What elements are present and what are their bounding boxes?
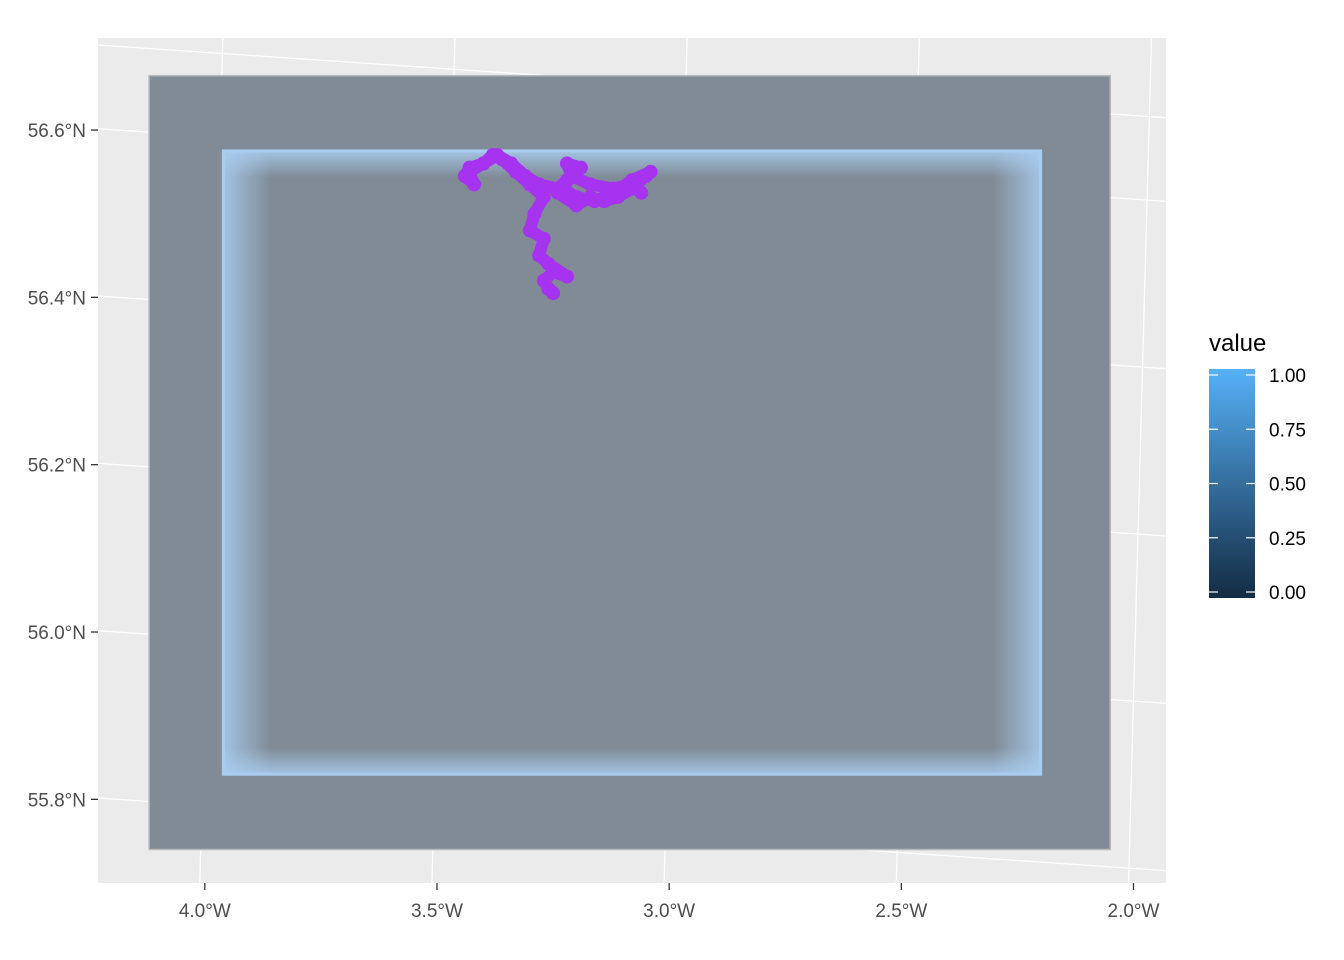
- y-tick-label: 56.2°N: [28, 456, 86, 477]
- track-point: [634, 185, 649, 200]
- track-point: [559, 269, 574, 284]
- x-tick-label: 3.0°W: [643, 901, 695, 922]
- track-point: [569, 189, 584, 204]
- y-tick-label: 56.4°N: [28, 288, 86, 309]
- raster-outer-extent: [148, 74, 1112, 851]
- x-tick-label: 2.0°W: [1108, 901, 1160, 922]
- grid-parallel: [88, 0, 1176, 35]
- legend-title: value: [1209, 330, 1266, 357]
- x-axis: 4.0°W 3.5°W 3.0°W 2.5°W 2.0°W: [179, 883, 1160, 922]
- track-point: [527, 206, 542, 221]
- track-layer: [457, 148, 658, 301]
- raster-inner-frame: [221, 149, 1043, 776]
- y-axis: 55.8°N 56.0°N 56.2°N 56.4°N 56.6°N: [28, 121, 98, 811]
- track-point: [536, 231, 551, 246]
- track-point: [541, 256, 556, 271]
- grid-meridian: [1127, 38, 1153, 883]
- legend-tick-label: 0.00: [1269, 583, 1306, 604]
- track-point: [606, 181, 621, 196]
- x-tick-label: 3.5°W: [411, 901, 463, 922]
- track-point: [462, 164, 477, 179]
- track-point: [467, 177, 482, 192]
- y-tick-label: 55.8°N: [28, 790, 86, 811]
- track-point: [583, 177, 598, 192]
- legend-tick-label: 0.25: [1269, 529, 1306, 550]
- color-legend: value 1.00 0.75 0.50 0.25 0.00: [1209, 330, 1306, 604]
- y-tick-label: 56.6°N: [28, 121, 86, 142]
- legend-tick-label: 1.00: [1269, 366, 1306, 387]
- raster-edge-glow-left: [223, 150, 272, 775]
- track-point: [625, 177, 639, 192]
- track-point: [573, 160, 588, 175]
- track-point: [536, 189, 551, 204]
- raster-edge-glow-right: [992, 150, 1041, 775]
- legend-tick-label: 0.50: [1269, 475, 1306, 496]
- raster-edge-glow-top: [223, 150, 1041, 178]
- y-tick-label: 56.0°N: [28, 623, 86, 644]
- track-point: [555, 181, 570, 196]
- legend-tick-label: 0.75: [1269, 420, 1306, 441]
- track-point: [536, 273, 551, 288]
- track-point: [587, 194, 602, 209]
- track-point: [490, 148, 505, 163]
- track-point: [504, 156, 519, 171]
- track-point: [518, 169, 533, 184]
- raster-edge-glow-bottom: [223, 747, 1041, 775]
- track-point: [532, 248, 547, 263]
- track-point: [643, 164, 658, 179]
- raster-layer: [148, 74, 1112, 851]
- legend-ticks: 1.00 0.75 0.50 0.25 0.00: [1209, 366, 1306, 604]
- track-point: [476, 156, 491, 171]
- x-tick-label: 4.0°W: [179, 901, 231, 922]
- track-point: [559, 156, 574, 171]
- x-tick-label: 2.5°W: [875, 901, 927, 922]
- track-point: [522, 223, 537, 238]
- track-point: [564, 169, 579, 184]
- track-point: [532, 177, 547, 192]
